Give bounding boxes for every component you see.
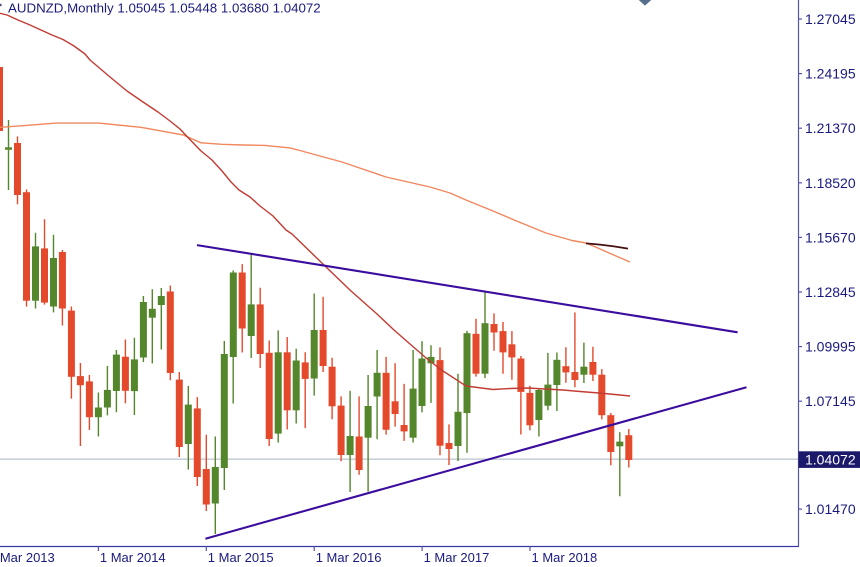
svg-text:1 Mar 2017: 1 Mar 2017 [424,550,490,565]
svg-text:1.12845: 1.12845 [805,284,856,300]
svg-text:1.15670: 1.15670 [805,229,856,245]
svg-text:1.18520: 1.18520 [805,175,856,191]
svg-text:1.21370: 1.21370 [805,120,856,136]
svg-text:1 Mar 2018: 1 Mar 2018 [532,550,598,565]
svg-text:1 Mar 2016: 1 Mar 2016 [316,550,382,565]
svg-text:1 Mar 2014: 1 Mar 2014 [100,550,166,565]
svg-text:1.24195: 1.24195 [805,66,856,82]
svg-text:1.09995: 1.09995 [805,339,856,355]
svg-text:1.04072: 1.04072 [805,452,856,468]
svg-text:1.27045: 1.27045 [805,11,856,27]
svg-text:1.07145: 1.07145 [805,393,856,409]
svg-text:AUDNZD,Monthly 1.05045 1.0544: AUDNZD,Monthly 1.05045 1.05448 1.03680 1… [8,1,321,16]
svg-text:1 Mar 2013: 1 Mar 2013 [0,550,55,565]
svg-text:1.01470: 1.01470 [805,501,856,517]
svg-text:1 Mar 2015: 1 Mar 2015 [208,550,274,565]
